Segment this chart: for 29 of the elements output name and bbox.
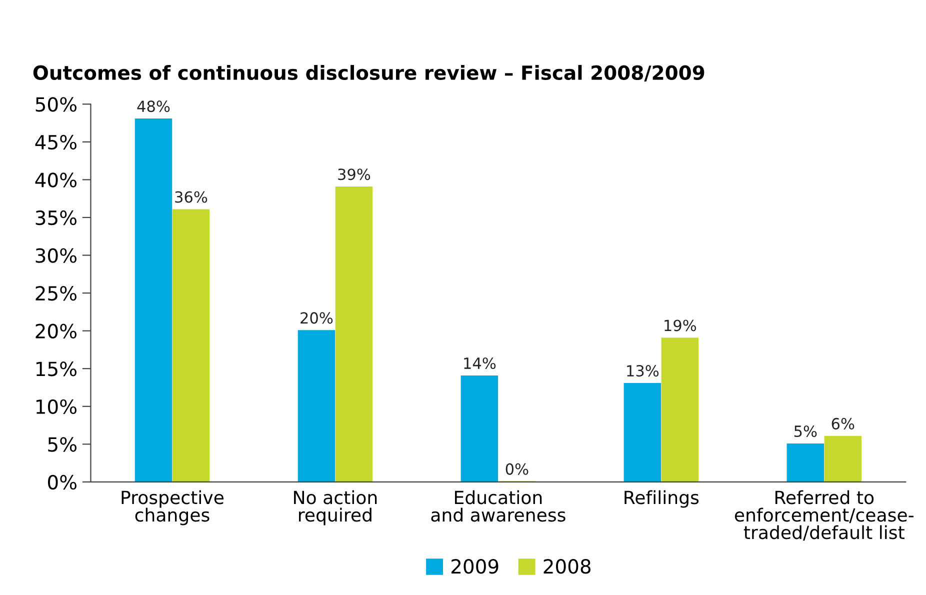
y-tick-label: 35%: [36, 210, 76, 226]
data-label: 39%: [338, 168, 370, 180]
x-tick-label: Education and awareness: [431, 490, 566, 522]
y-tick-label: 20%: [36, 324, 76, 338]
x-tick-label: No action required: [294, 490, 377, 526]
y-tick-label: 30%: [36, 248, 76, 263]
data-label: 20%: [300, 312, 333, 324]
data-label: 13%: [627, 365, 659, 377]
y-tick-label: 5%: [48, 437, 76, 452]
x-tick-label: Referred to enforcement/cease- traded/default list: [734, 490, 914, 541]
x-tick-label: Refilings: [624, 490, 699, 508]
legend-label: 2008: [544, 559, 591, 574]
data-label: 0%: [506, 463, 528, 475]
data-label: 48%: [137, 100, 170, 112]
y-tick-label: 45%: [35, 134, 76, 150]
y-tick-label: 25%: [36, 286, 76, 301]
x-tick-label: Prospective changes: [122, 490, 224, 526]
y-tick-label: 0%: [48, 474, 76, 490]
y-tick-label: 50%: [36, 97, 76, 112]
y-tick-label: 15%: [36, 362, 76, 376]
chart-title: Outcomes of continuous disclosure review – Fiscal 2008/2009: [33, 64, 704, 82]
data-label: 5%: [794, 425, 817, 438]
data-label: 14%: [464, 357, 496, 370]
y-tick-label: 10%: [36, 399, 76, 414]
data-label: 36%: [175, 191, 208, 203]
data-label: 19%: [664, 320, 696, 332]
y-tick-label: 40%: [35, 172, 76, 188]
legend-label: 2009: [452, 559, 498, 574]
data-label: 6%: [832, 418, 854, 430]
